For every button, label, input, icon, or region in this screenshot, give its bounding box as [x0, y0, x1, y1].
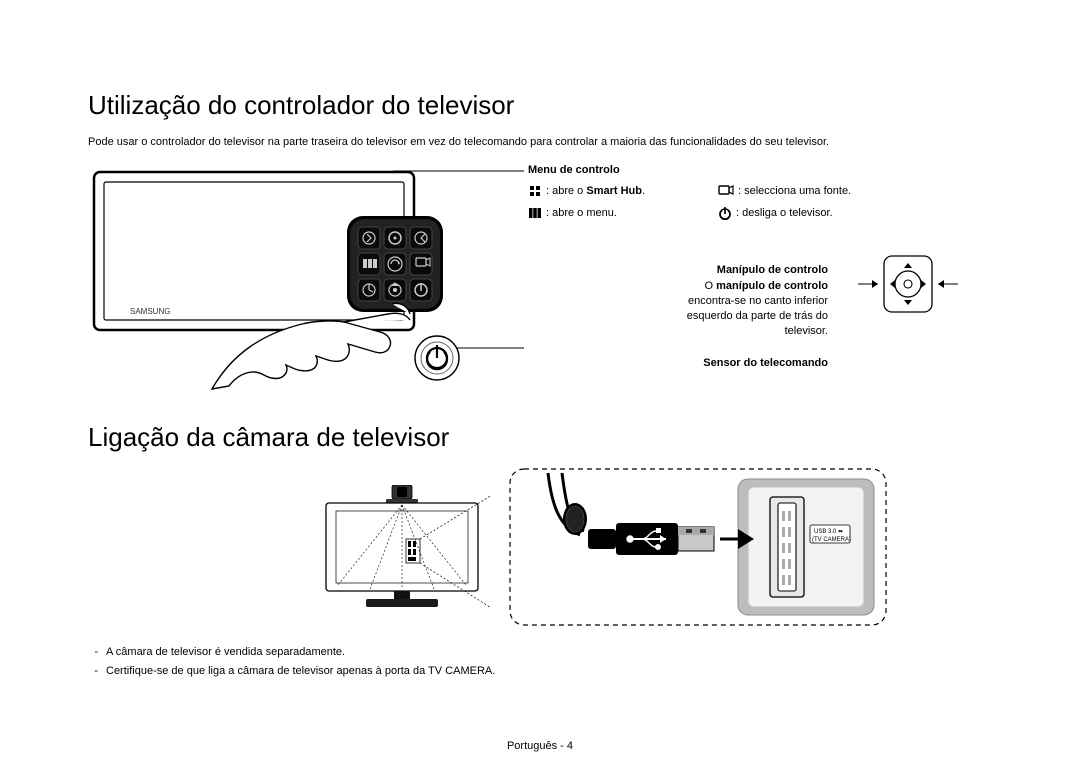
svg-text:USB 3.0 ⬌: USB 3.0 ⬌	[814, 529, 843, 535]
note-1: A câmara de televisor é vendida separada…	[106, 643, 345, 662]
smarthub-icon	[528, 184, 542, 198]
notes-list: -A câmara de televisor é vendida separad…	[88, 643, 992, 680]
menu-items-grid: : abre o Smart Hub. : selecciona uma fon…	[528, 184, 968, 220]
diagram-camera: USB 3.0 ⬌ (TV CAMERA)	[88, 467, 992, 627]
section-title-2: Ligação da câmara de televisor	[88, 422, 992, 453]
usb-plug	[548, 473, 714, 555]
section-title-1: Utilização do controlador do televisor	[88, 90, 992, 121]
section1-intro: Pode usar o controlador do televisor na …	[88, 135, 992, 150]
diagram-controller: SAMSUNG	[88, 164, 992, 394]
menu-icon	[528, 207, 542, 219]
menu-item-source: : selecciona uma fonte.	[718, 184, 918, 198]
svg-text:(TV CAMERA): (TV CAMERA)	[812, 537, 851, 543]
menu-item-power: : desliga o televisor.	[718, 206, 918, 220]
page-footer: Português - 4	[0, 740, 1080, 752]
menu-heading: Menu de controlo	[528, 164, 968, 176]
power-circle	[415, 336, 459, 380]
power-icon	[718, 206, 732, 220]
source-icon	[718, 185, 734, 197]
control-menu-panel	[347, 216, 443, 312]
brand-label: SAMSUNG	[130, 307, 170, 316]
menu-item-smarthub: : abre o Smart Hub.	[528, 184, 718, 198]
control-stick-diagram	[854, 254, 964, 316]
sensor-heading: Sensor do telecomando	[528, 357, 968, 369]
note-2: Certifique-se de que liga a câmara de te…	[106, 662, 495, 681]
usb-port-label: USB 3.0 ⬌ (TV CAMERA)	[810, 525, 851, 543]
menu-item-menu: : abre o menu.	[528, 206, 718, 220]
